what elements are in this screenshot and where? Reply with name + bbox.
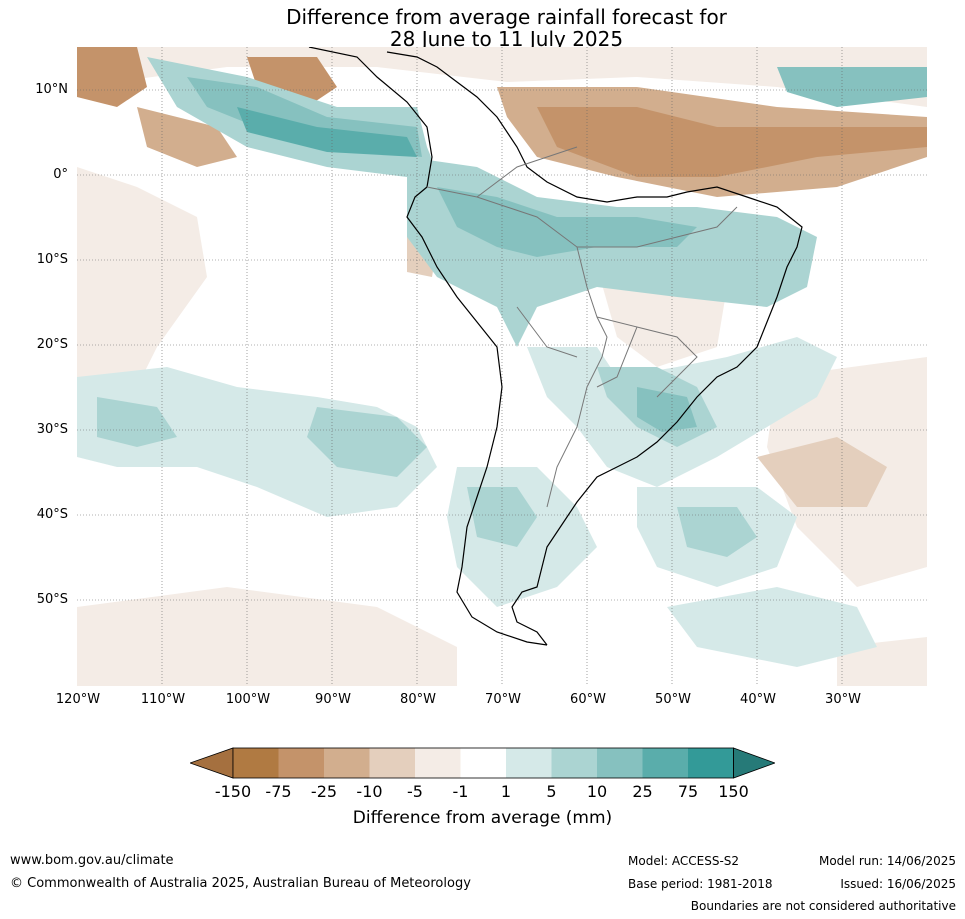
country-borders [426,146,738,508]
lat-label-30s: 30°S [36,422,68,437]
colorbar-tick: 10 [586,782,608,801]
lat-label-0: 0° [53,167,68,182]
colorbar-segment-10 [642,748,688,778]
colorbar-max-arrow [733,747,775,779]
coastlines [308,47,803,646]
map-title-line-1: Difference from average rainfall forecas… [286,5,727,29]
colorbar-segment-9 [597,748,643,778]
colorbar-segment-3 [324,748,370,778]
colorbar-min-arrow [190,747,234,779]
colorbar-tick: -1 [452,782,469,801]
lon-label-80w: 80°W [400,692,436,707]
rainfall-anomaly-map [77,47,927,686]
colorbar-tick: 25 [632,782,653,801]
lat-label-50s: 50°S [36,592,68,607]
map-title-line-2: 28 June to 11 July 2025 [389,27,624,51]
colorbar-label: Difference from average (mm) [352,808,613,828]
colorbar-segment-7 [506,748,552,778]
colorbar-tick: 5 [546,782,557,801]
colorbar-tick: -10 [356,782,383,801]
colorbar-segment-2 [278,748,324,778]
lat-label-20s: 20°S [36,337,68,352]
colorbar-segment-8 [551,748,597,778]
colorbar-tick: -5 [407,782,423,801]
colorbar-tick: -150 [214,782,252,801]
lon-label-70w: 70°W [485,692,521,707]
colorbar-segment-5 [415,748,461,778]
colorbar-tick: 150 [718,782,749,801]
copyright-text: © Commonwealth of Australia 2025, Austra… [10,876,471,891]
lon-label-40w: 40°W [740,692,776,707]
colorbar-segment-4 [369,748,415,778]
disclaimer-text: Boundaries are not considered authoritat… [690,899,956,913]
colorbar-tick: -25 [310,782,338,801]
lon-label-60w: 60°W [570,692,606,707]
colorbar-segment-6 [460,748,506,778]
lat-label-10s: 10°S [36,252,68,267]
graticule [77,47,927,686]
colorbar-tick: -75 [265,782,292,801]
colorbar-segment-1 [233,748,279,778]
colorbar-segment-11 [688,748,734,778]
lon-label-110w: 110°W [140,692,186,707]
lon-label-50w: 50°W [655,692,691,707]
model-run-text: Model run: 14/06/2025 [818,854,956,868]
lon-label-120w: 120°W [55,692,101,707]
colorbar-tick: 1 [500,782,512,801]
issued-text: Issued: 16/06/2025 [840,877,956,891]
lon-label-90w: 90°W [315,692,351,707]
colorbar [190,747,775,779]
colorbar-outline [232,747,734,779]
map-canvas [77,47,927,686]
lon-label-100w: 100°W [225,692,271,707]
lon-label-30w: 30°W [825,692,861,707]
model-text: Model: ACCESS-S2 [628,854,740,868]
lat-label-10n: 10°N [35,82,68,97]
colorbar-tick: 75 [677,782,699,801]
lat-label-40s: 40°S [36,507,68,522]
website-text: www.bom.gov.au/climate [10,853,174,868]
base-period-text: Base period: 1981-2018 [628,877,773,891]
rainfall-anomaly-fills [77,47,927,686]
